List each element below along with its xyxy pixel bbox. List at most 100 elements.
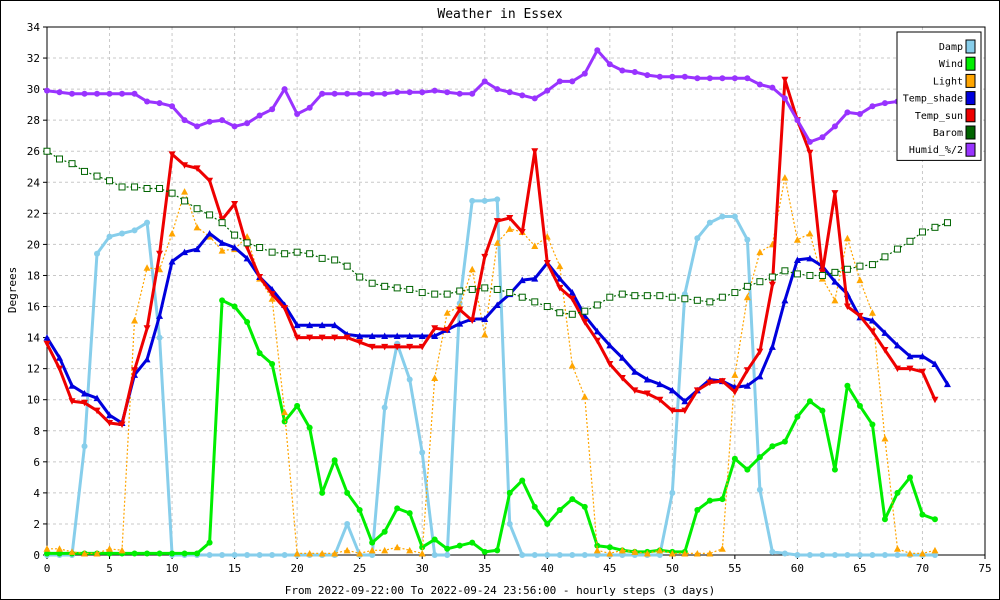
humid-2-point bbox=[556, 78, 563, 85]
damp-point bbox=[494, 196, 501, 203]
damp-point bbox=[619, 552, 626, 558]
wind-point bbox=[794, 413, 801, 420]
light-point bbox=[593, 546, 601, 554]
humid-2-point bbox=[369, 90, 376, 97]
temp-sun-point bbox=[231, 201, 239, 208]
wind-point bbox=[531, 503, 538, 510]
light-point bbox=[918, 549, 926, 557]
series-barom bbox=[43, 147, 951, 318]
temp-sun-point bbox=[81, 399, 89, 407]
wind-point bbox=[469, 539, 476, 546]
humid-2-point bbox=[381, 90, 388, 97]
light-point bbox=[331, 549, 339, 557]
wind-point bbox=[319, 489, 326, 496]
wind-point bbox=[294, 402, 301, 409]
legend: Damp Wind Light Temp_shade Temp_sun Barom Humi… bbox=[896, 31, 982, 161]
humid-2-point bbox=[319, 90, 326, 97]
temp-sun-point bbox=[481, 253, 489, 261]
temp-shade-point bbox=[318, 321, 326, 329]
barom-point bbox=[268, 248, 276, 256]
legend-label-light: Light bbox=[933, 76, 963, 87]
wind-point bbox=[269, 360, 276, 367]
temp-sun-point bbox=[693, 387, 701, 394]
wind-point bbox=[581, 503, 588, 510]
barom-point bbox=[368, 279, 376, 287]
light-point bbox=[393, 543, 401, 551]
light-point bbox=[568, 362, 576, 369]
temp-shade-point bbox=[243, 254, 251, 262]
temp-shade-point bbox=[143, 355, 151, 363]
light-point bbox=[218, 247, 226, 254]
light-point bbox=[356, 549, 364, 557]
legend-swatch-damp bbox=[965, 39, 976, 54]
temp-shade-point bbox=[56, 354, 64, 361]
temp-sun-point bbox=[806, 149, 814, 157]
humid-2-point bbox=[394, 89, 401, 96]
barom-point bbox=[243, 239, 251, 247]
temp-sun-point bbox=[493, 218, 501, 225]
x-tick-label: 40 bbox=[541, 562, 554, 575]
y-tick-label: 26 bbox=[27, 145, 40, 158]
barom-point bbox=[156, 185, 164, 193]
damp-point bbox=[581, 552, 588, 558]
x-tick-label: 60 bbox=[791, 562, 804, 575]
temp-sun-point bbox=[531, 148, 539, 155]
temp-shade-point bbox=[831, 278, 839, 285]
temp-sun-point bbox=[606, 360, 614, 368]
barom-point bbox=[343, 262, 351, 270]
light-point bbox=[581, 393, 589, 400]
y-tick-label: 16 bbox=[27, 301, 40, 314]
light-point bbox=[693, 549, 701, 557]
legend-label-temp-shade: Temp_shade bbox=[903, 94, 963, 105]
barom-point bbox=[643, 292, 651, 300]
wind-point bbox=[819, 407, 826, 414]
temp-sun-point bbox=[581, 319, 589, 326]
barom-point bbox=[56, 155, 64, 163]
light-point bbox=[656, 546, 664, 554]
damp-point bbox=[731, 213, 738, 220]
x-tick-label: 0 bbox=[44, 562, 51, 575]
temp-shade-point bbox=[618, 354, 626, 361]
wind-point bbox=[756, 454, 763, 461]
humid-2-point bbox=[844, 109, 851, 116]
light-point bbox=[756, 248, 764, 256]
humid-2-point bbox=[694, 75, 701, 82]
temp-sun-point bbox=[868, 328, 876, 335]
barom-point bbox=[931, 223, 939, 231]
humid-2-point bbox=[544, 87, 551, 94]
light-point bbox=[406, 546, 414, 554]
temp-sun-point bbox=[918, 368, 926, 376]
temp-shade-point bbox=[793, 256, 801, 263]
x-tick-label: 5 bbox=[106, 562, 113, 575]
damp-point bbox=[819, 552, 826, 558]
light-point bbox=[281, 408, 289, 416]
humid-2-point bbox=[656, 73, 663, 80]
temp-sun-point bbox=[431, 325, 439, 332]
temp-shade-point bbox=[193, 245, 201, 253]
temp-shade-point bbox=[518, 276, 526, 284]
y-tick-label: 0 bbox=[33, 549, 40, 562]
y-tick-label: 18 bbox=[27, 269, 40, 282]
legend-label-humid-2: Humid_%/2 bbox=[909, 145, 963, 156]
x-tick-label: 70 bbox=[916, 562, 929, 575]
barom-point bbox=[393, 284, 401, 292]
plot-frame bbox=[46, 26, 986, 556]
damp-point bbox=[831, 552, 838, 558]
temp-shade-point bbox=[893, 341, 901, 349]
damp-point bbox=[556, 552, 563, 558]
barom-point bbox=[456, 287, 464, 295]
barom-point bbox=[781, 267, 789, 275]
humid-2-point bbox=[669, 73, 676, 80]
barom-point bbox=[418, 289, 426, 297]
series-layer bbox=[43, 47, 951, 558]
humid-2-point bbox=[581, 70, 588, 77]
light-point bbox=[43, 545, 51, 552]
wind-point bbox=[419, 544, 426, 551]
wind-point bbox=[231, 303, 238, 310]
humid-2-point bbox=[444, 89, 451, 96]
legend-swatch-humid-2 bbox=[965, 142, 976, 157]
light-point bbox=[506, 225, 514, 232]
humid-2-point bbox=[406, 89, 413, 96]
damp-point bbox=[381, 404, 388, 411]
